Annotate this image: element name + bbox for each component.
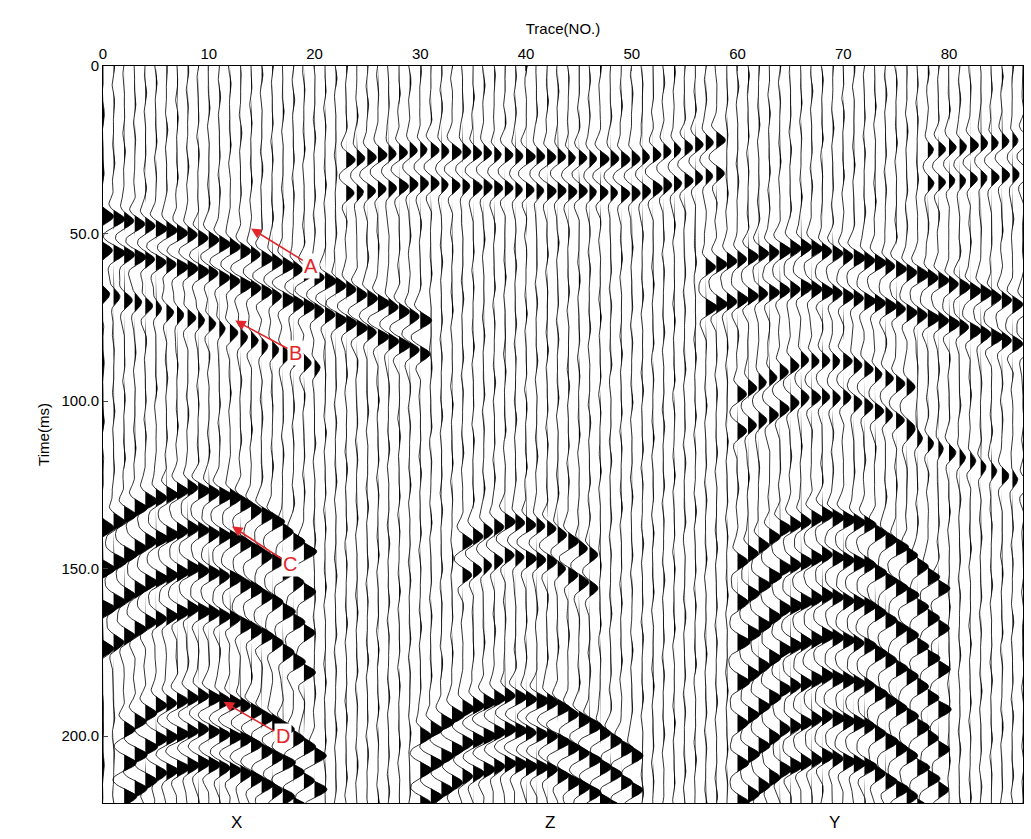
svg-text:60: 60 [729,45,746,62]
svg-text:30: 30 [412,45,429,62]
svg-text:70: 70 [835,45,852,62]
svg-text:50: 50 [623,45,640,62]
svg-text:Trace(NO.): Trace(NO.) [526,20,600,37]
svg-text:Time(ms): Time(ms) [35,403,52,466]
svg-text:Y: Y [829,813,840,832]
svg-text:A: A [304,255,318,277]
svg-text:X: X [231,813,242,832]
svg-text:0: 0 [91,57,99,74]
svg-text:B: B [289,342,302,364]
svg-text:200.0: 200.0 [61,727,99,744]
svg-text:0: 0 [99,45,107,62]
svg-text:10: 10 [200,45,217,62]
svg-text:150.0: 150.0 [61,560,99,577]
svg-text:50.0: 50.0 [70,225,99,242]
svg-text:20: 20 [306,45,323,62]
svg-text:C: C [283,553,297,575]
svg-text:80: 80 [941,45,958,62]
svg-text:Z: Z [545,813,555,832]
svg-text:100.0: 100.0 [61,392,99,409]
svg-text:D: D [276,725,290,747]
svg-text:40: 40 [518,45,535,62]
